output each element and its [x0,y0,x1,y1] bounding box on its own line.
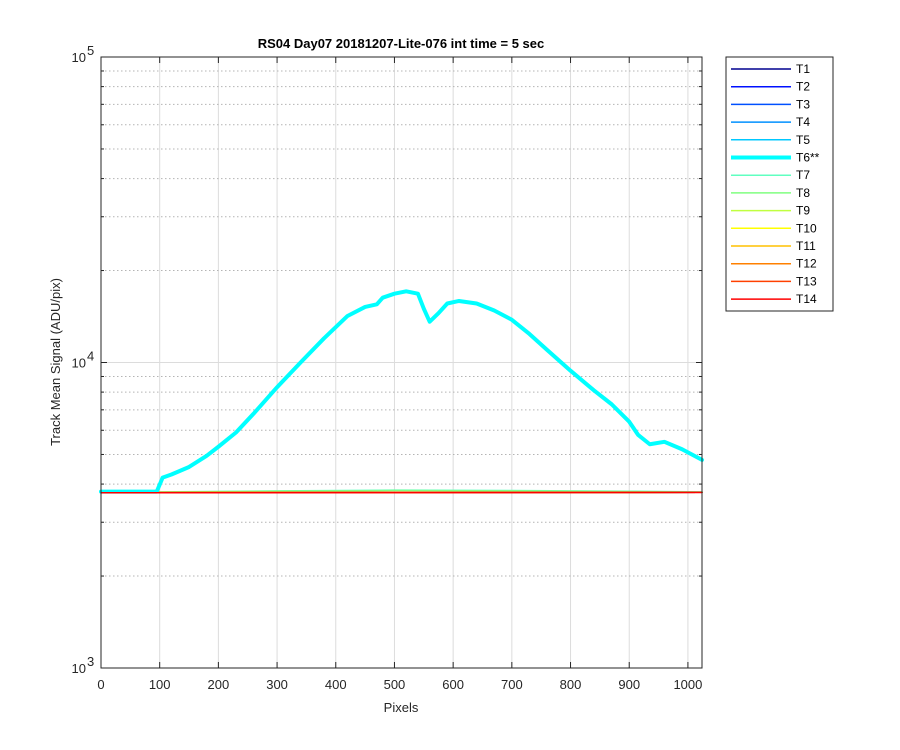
legend-label: T10 [796,221,817,235]
legend-label: T13 [796,274,817,288]
y-tick-label: 10 [72,661,86,676]
series-line-t6 [99,289,704,494]
y-axis-label: Track Mean Signal (ADU/pix) [48,278,63,446]
y-tick-exponent: 5 [87,43,94,58]
y-tick-exponent: 3 [87,654,94,669]
legend-label: T2 [796,80,810,94]
x-axis-label: Pixels [384,700,419,715]
x-tick-label: 900 [618,677,640,692]
legend-box [725,56,834,312]
x-tick-labels: 0 100 200 300 400 500 600 700 800 900 1000 [97,677,702,692]
legend-label: T7 [796,168,810,182]
x-tick-label: 1000 [673,677,702,692]
series-lines [99,289,704,494]
x-tick-label: 300 [266,677,288,692]
legend-entries: T1 T2 T3 T4 T5 T6** T7 T8 T9 T10 T11 T12 T13 T14 [731,62,820,306]
axis-ticks [100,56,702,669]
y-tick-label: 10 [72,50,86,65]
legend-label: T1 [796,62,810,76]
x-tick-label: 400 [325,677,347,692]
legend-label: T8 [796,186,810,200]
legend-label: T11 [796,239,816,253]
x-tick-label: 500 [384,677,406,692]
x-tick-label: 800 [560,677,582,692]
legend-label: T9 [796,204,810,218]
x-tick-label: 200 [208,677,230,692]
legend-label: T14 [796,292,817,306]
legend-label: T3 [796,97,810,111]
y-tick-label: 10 [72,356,86,371]
y-tick-exponent: 4 [87,349,94,364]
chart-title: RS04 Day07 20181207-Lite-076 int time = … [258,36,545,51]
legend-label: T4 [796,115,810,129]
legend-label: T5 [796,133,810,147]
x-tick-label: 100 [149,677,171,692]
x-tick-label: 600 [442,677,464,692]
x-tick-label: 0 [97,677,104,692]
x-tick-label: 700 [501,677,523,692]
legend-label: T6** [796,151,820,165]
legend-label: T12 [796,257,817,271]
grid [100,56,702,669]
legend: T1 T2 T3 T4 T5 T6** T7 T8 T9 T10 T11 T12 T13 T14 [725,56,834,312]
